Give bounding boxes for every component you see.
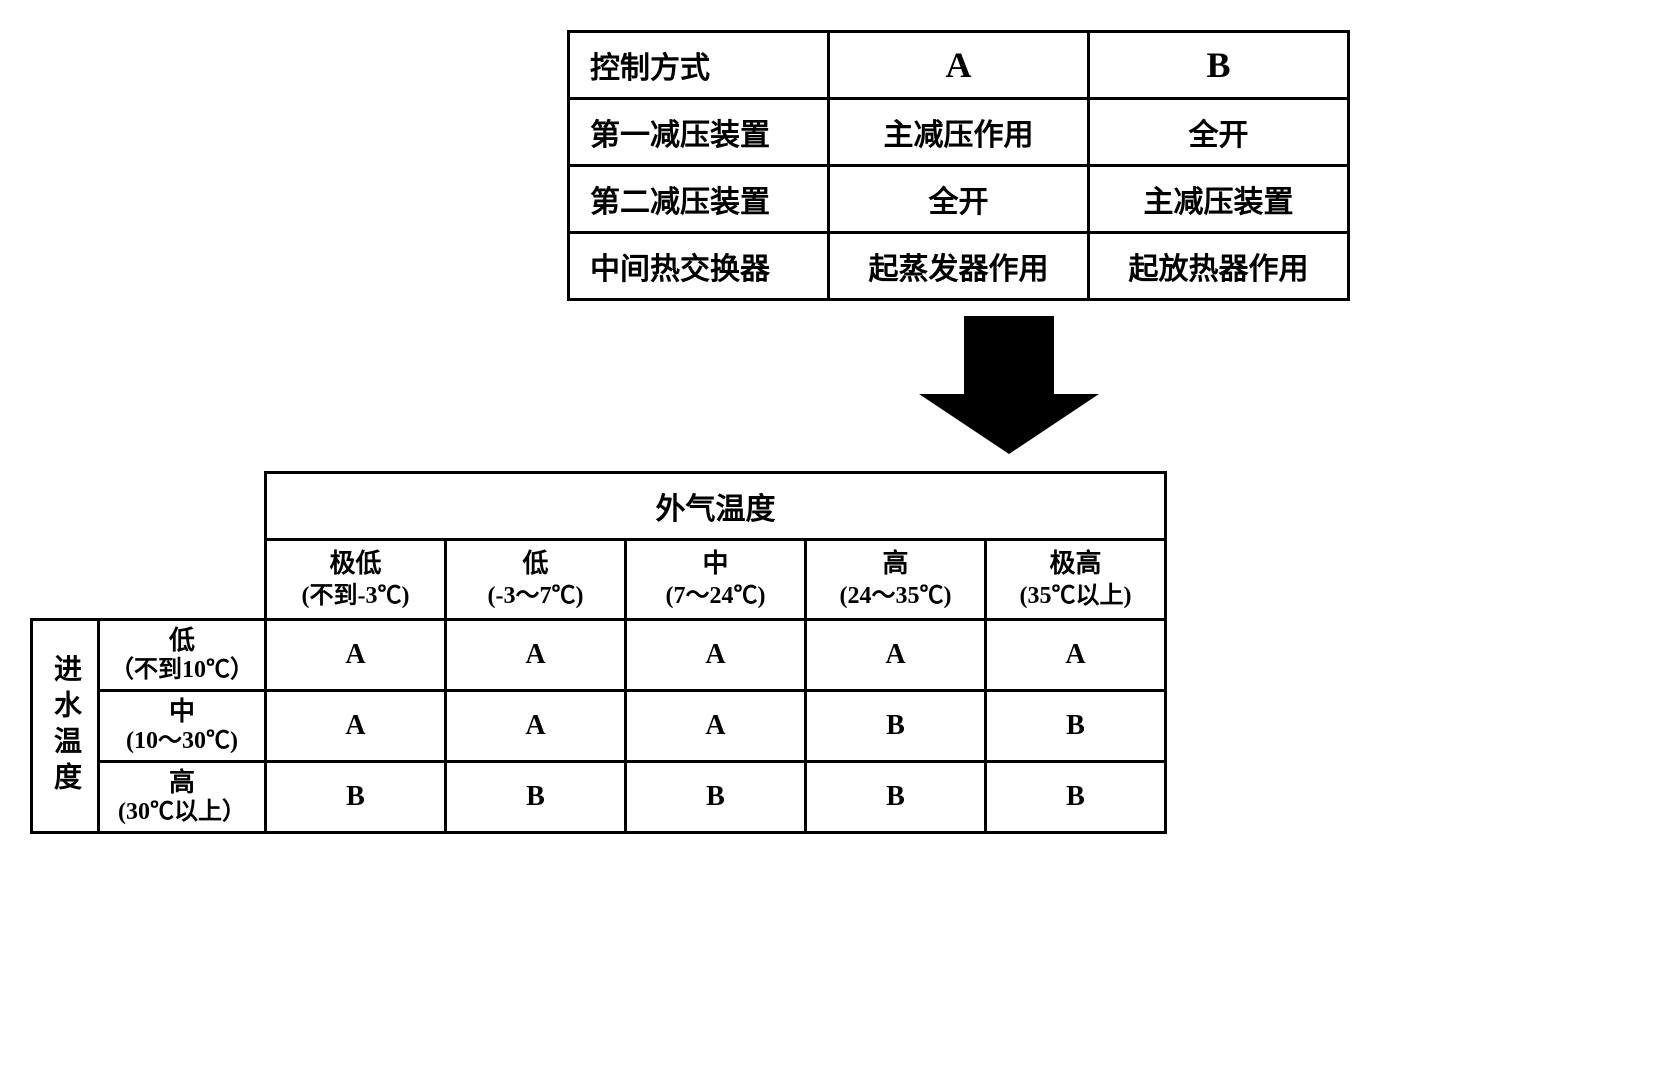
table1-row: 控制方式 A B xyxy=(569,32,1349,99)
col-header: 极高 (35℃以上) xyxy=(986,540,1166,620)
arrow-shaft xyxy=(964,316,1054,396)
matrix-cell: A xyxy=(266,619,446,690)
row-sub: (10～30℃) xyxy=(110,727,254,756)
matrix-cell: A xyxy=(806,619,986,690)
table1-label: 中间热交换器 xyxy=(569,233,829,300)
col-header: 中 (7～24℃) xyxy=(626,540,806,620)
row-label: 中 xyxy=(110,696,254,727)
table1-label: 第二减压装置 xyxy=(569,166,829,233)
arrow-head xyxy=(919,394,1099,454)
table1-col-b: 主减压装置 xyxy=(1089,166,1349,233)
matrix-cell: A xyxy=(986,619,1166,690)
row-header: 低 （不到10℃） xyxy=(99,619,266,690)
matrix-table-wrapper: 外气温度 极低 (不到-3℃) 低 (-3～7℃) 中 (7～24℃) xyxy=(30,471,1167,834)
control-mode-table: 控制方式 A B 第一减压装置 主减压作用 全开 第二减压装置 全开 主减压装置… xyxy=(567,30,1350,301)
col-label: 极低 xyxy=(279,547,432,581)
row-sub: (30℃以上） xyxy=(110,798,254,827)
table2-data-row: 中 (10～30℃) A A A B B xyxy=(32,690,1166,761)
table2-header-row1: 外气温度 xyxy=(32,473,1166,540)
matrix-cell: A xyxy=(626,619,806,690)
matrix-cell: B xyxy=(266,761,446,832)
table1-col-b: B xyxy=(1089,32,1349,99)
matrix-cell: B xyxy=(986,761,1166,832)
col-header: 低 (-3～7℃) xyxy=(446,540,626,620)
col-sub: (35℃以上) xyxy=(999,581,1152,612)
col-label: 高 xyxy=(819,547,972,581)
table1-col-b: 起放热器作用 xyxy=(1089,233,1349,300)
col-label: 极高 xyxy=(999,547,1152,581)
table1-col-b: 全开 xyxy=(1089,99,1349,166)
col-sub: (24～35℃) xyxy=(819,581,972,612)
matrix-cell: B xyxy=(446,761,626,832)
table1-label: 第一减压装置 xyxy=(569,99,829,166)
col-label: 低 xyxy=(459,547,612,581)
matrix-cell: A xyxy=(626,690,806,761)
row-label: 高 xyxy=(110,767,254,798)
col-label: 中 xyxy=(639,547,792,581)
col-header: 极低 (不到-3℃) xyxy=(266,540,446,620)
matrix-cell: B xyxy=(626,761,806,832)
table1-row: 第二减压装置 全开 主减压装置 xyxy=(569,166,1349,233)
col-sub: (不到-3℃) xyxy=(279,581,432,612)
matrix-cell: B xyxy=(986,690,1166,761)
table1-row: 第一减压装置 主减压作用 全开 xyxy=(569,99,1349,166)
matrix-cell: B xyxy=(806,761,986,832)
matrix-cell: A xyxy=(446,690,626,761)
table1-col-a: A xyxy=(829,32,1089,99)
col-sub: (-3～7℃) xyxy=(459,581,612,612)
table1-col-a: 起蒸发器作用 xyxy=(829,233,1089,300)
table2-data-row: 高 (30℃以上） B B B B B xyxy=(32,761,1166,832)
row-sub: （不到10℃） xyxy=(110,656,254,685)
matrix-cell: B xyxy=(806,690,986,761)
diagram-container: 控制方式 A B 第一减压装置 主减压作用 全开 第二减压装置 全开 主减压装置… xyxy=(30,30,1637,834)
col-header: 高 (24～35℃) xyxy=(806,540,986,620)
table1-col-a: 主减压作用 xyxy=(829,99,1089,166)
row-header: 中 (10～30℃) xyxy=(99,690,266,761)
table1-row: 中间热交换器 起蒸发器作用 起放热器作用 xyxy=(569,233,1349,300)
outer-temp-header: 外气温度 xyxy=(266,473,1166,540)
temperature-matrix-table: 外气温度 极低 (不到-3℃) 低 (-3～7℃) 中 (7～24℃) xyxy=(30,471,1167,834)
matrix-cell: A xyxy=(446,619,626,690)
row-header: 高 (30℃以上） xyxy=(99,761,266,832)
row-label: 低 xyxy=(110,625,254,656)
table1-label: 控制方式 xyxy=(569,32,829,99)
matrix-cell: A xyxy=(266,690,446,761)
table2-data-row: 进水温度 低 （不到10℃） A A A A A xyxy=(32,619,1166,690)
table1-body: 控制方式 A B 第一减压装置 主减压作用 全开 第二减压装置 全开 主减压装置… xyxy=(569,32,1349,300)
down-arrow-icon xyxy=(919,316,1099,456)
inlet-temp-header: 进水温度 xyxy=(32,619,99,832)
arrow-container xyxy=(919,316,1099,456)
table1-col-a: 全开 xyxy=(829,166,1089,233)
col-sub: (7～24℃) xyxy=(639,581,792,612)
